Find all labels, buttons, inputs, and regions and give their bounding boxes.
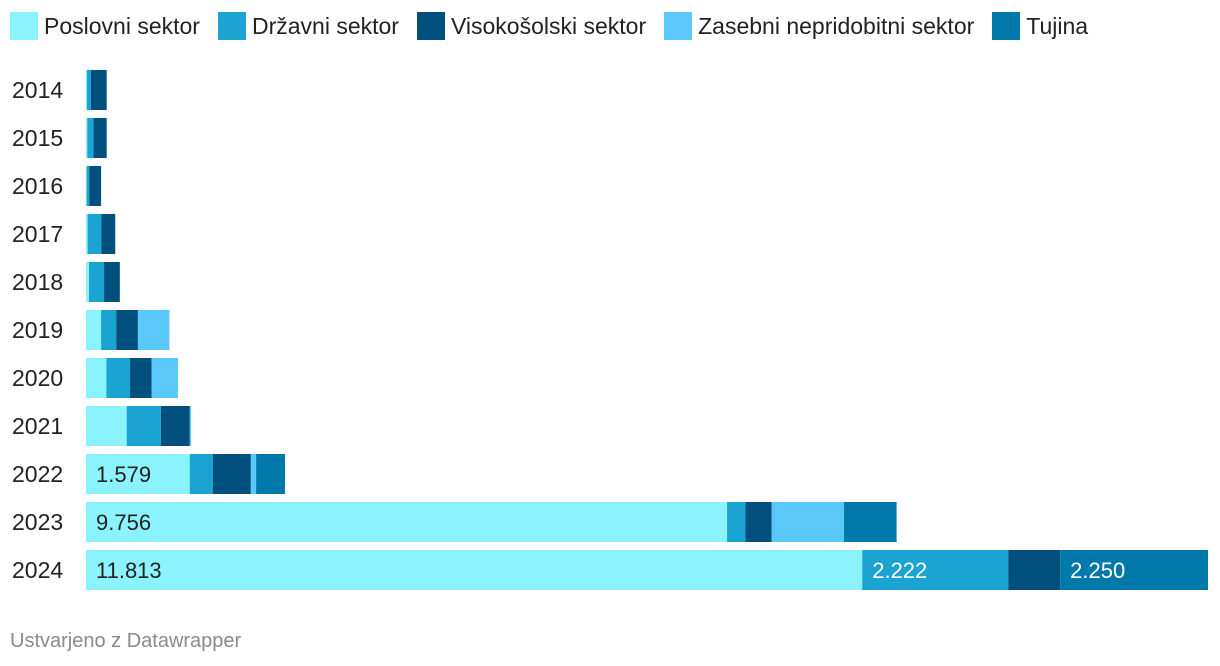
bar-segment xyxy=(771,502,845,542)
bar-segment xyxy=(862,550,1009,590)
bar-segment xyxy=(189,454,213,494)
bar-segment xyxy=(86,70,91,110)
bar-segment xyxy=(86,358,107,398)
bar-segment xyxy=(104,262,120,302)
year-label: 2024 xyxy=(12,557,63,583)
legend-label: Državni sektor xyxy=(251,12,399,39)
bar-segment xyxy=(86,550,863,590)
stacked-bar-chart: 2014 2015 2016 2017 2018 2019 2020 2021 2022 1.57… xyxy=(12,70,1208,590)
bar-segment xyxy=(116,310,138,350)
bar-segment xyxy=(1008,550,1061,590)
data-label: 2.222 xyxy=(872,558,927,583)
year-label: 2022 xyxy=(12,461,63,487)
bar-segment xyxy=(87,214,102,254)
bar-segment xyxy=(86,310,102,350)
bar-segment xyxy=(727,502,746,542)
bar-segment xyxy=(86,262,89,302)
bar-segment xyxy=(844,502,897,542)
bar-segment xyxy=(106,358,131,398)
year-label: 2020 xyxy=(12,365,63,391)
data-label: 1.579 xyxy=(96,462,151,487)
bar-segment xyxy=(189,406,192,446)
data-label: 9.756 xyxy=(96,510,151,535)
legend-item: Visokošolski sektor xyxy=(416,12,647,40)
legend-swatch xyxy=(10,12,38,40)
legend-label: Tujina xyxy=(1026,12,1089,39)
legend-item: Državni sektor xyxy=(217,12,399,40)
bar-segment xyxy=(88,262,105,302)
bar-segment xyxy=(86,502,728,542)
footer-credit: Ustvarjeno z Datawrapper xyxy=(10,630,242,652)
bar-segment xyxy=(90,70,107,110)
bar-segment xyxy=(86,454,190,494)
year-label: 2021 xyxy=(12,413,63,439)
year-label: 2015 xyxy=(12,125,63,151)
legend-item: Poslovni sektor xyxy=(10,12,200,40)
bar-segment xyxy=(1060,550,1208,590)
legend-swatch xyxy=(992,12,1021,40)
bar-segment xyxy=(250,454,257,494)
year-label: 2017 xyxy=(12,221,63,247)
year-label: 2018 xyxy=(12,269,63,295)
bar-segment xyxy=(101,310,117,350)
data-label: 11.813 xyxy=(96,558,162,583)
data-label: 2.250 xyxy=(1070,558,1125,583)
bar-segment xyxy=(93,118,107,158)
legend-item: Zasebni nepridobitni sektor xyxy=(664,12,974,40)
bar-segment xyxy=(745,502,772,542)
legend-swatch xyxy=(217,12,246,40)
bar-segment xyxy=(86,118,88,158)
bar-segment xyxy=(86,166,90,206)
bar-segment xyxy=(86,406,127,446)
year-label: 2016 xyxy=(12,173,63,199)
legend-label: Poslovni sektor xyxy=(44,12,200,39)
bar-segment xyxy=(86,70,87,110)
bar-segment xyxy=(86,166,87,206)
year-label: 2019 xyxy=(12,317,63,343)
bar-segment xyxy=(160,406,190,446)
bar-segment xyxy=(212,454,251,494)
legend-label: Zasebni nepridobitni sektor xyxy=(698,12,975,39)
bar-segment xyxy=(89,166,102,206)
bar-segment xyxy=(126,406,161,446)
bar-segment xyxy=(151,358,178,398)
bar-segment xyxy=(87,118,94,158)
legend-swatch xyxy=(664,12,693,40)
legend-item: Tujina xyxy=(992,12,1088,40)
bar-segment xyxy=(101,214,116,254)
bar-segment xyxy=(137,310,170,350)
year-label: 2014 xyxy=(12,77,63,103)
year-label: 2023 xyxy=(12,509,63,535)
bar-segment xyxy=(130,358,152,398)
legend-label: Visokošolski sektor xyxy=(450,12,647,39)
legend: Poslovni sektor Državni sektor Visokošolsk… xyxy=(10,12,1106,40)
bar-segment xyxy=(86,214,88,254)
bar-segment xyxy=(256,454,286,494)
legend-swatch xyxy=(416,12,445,40)
